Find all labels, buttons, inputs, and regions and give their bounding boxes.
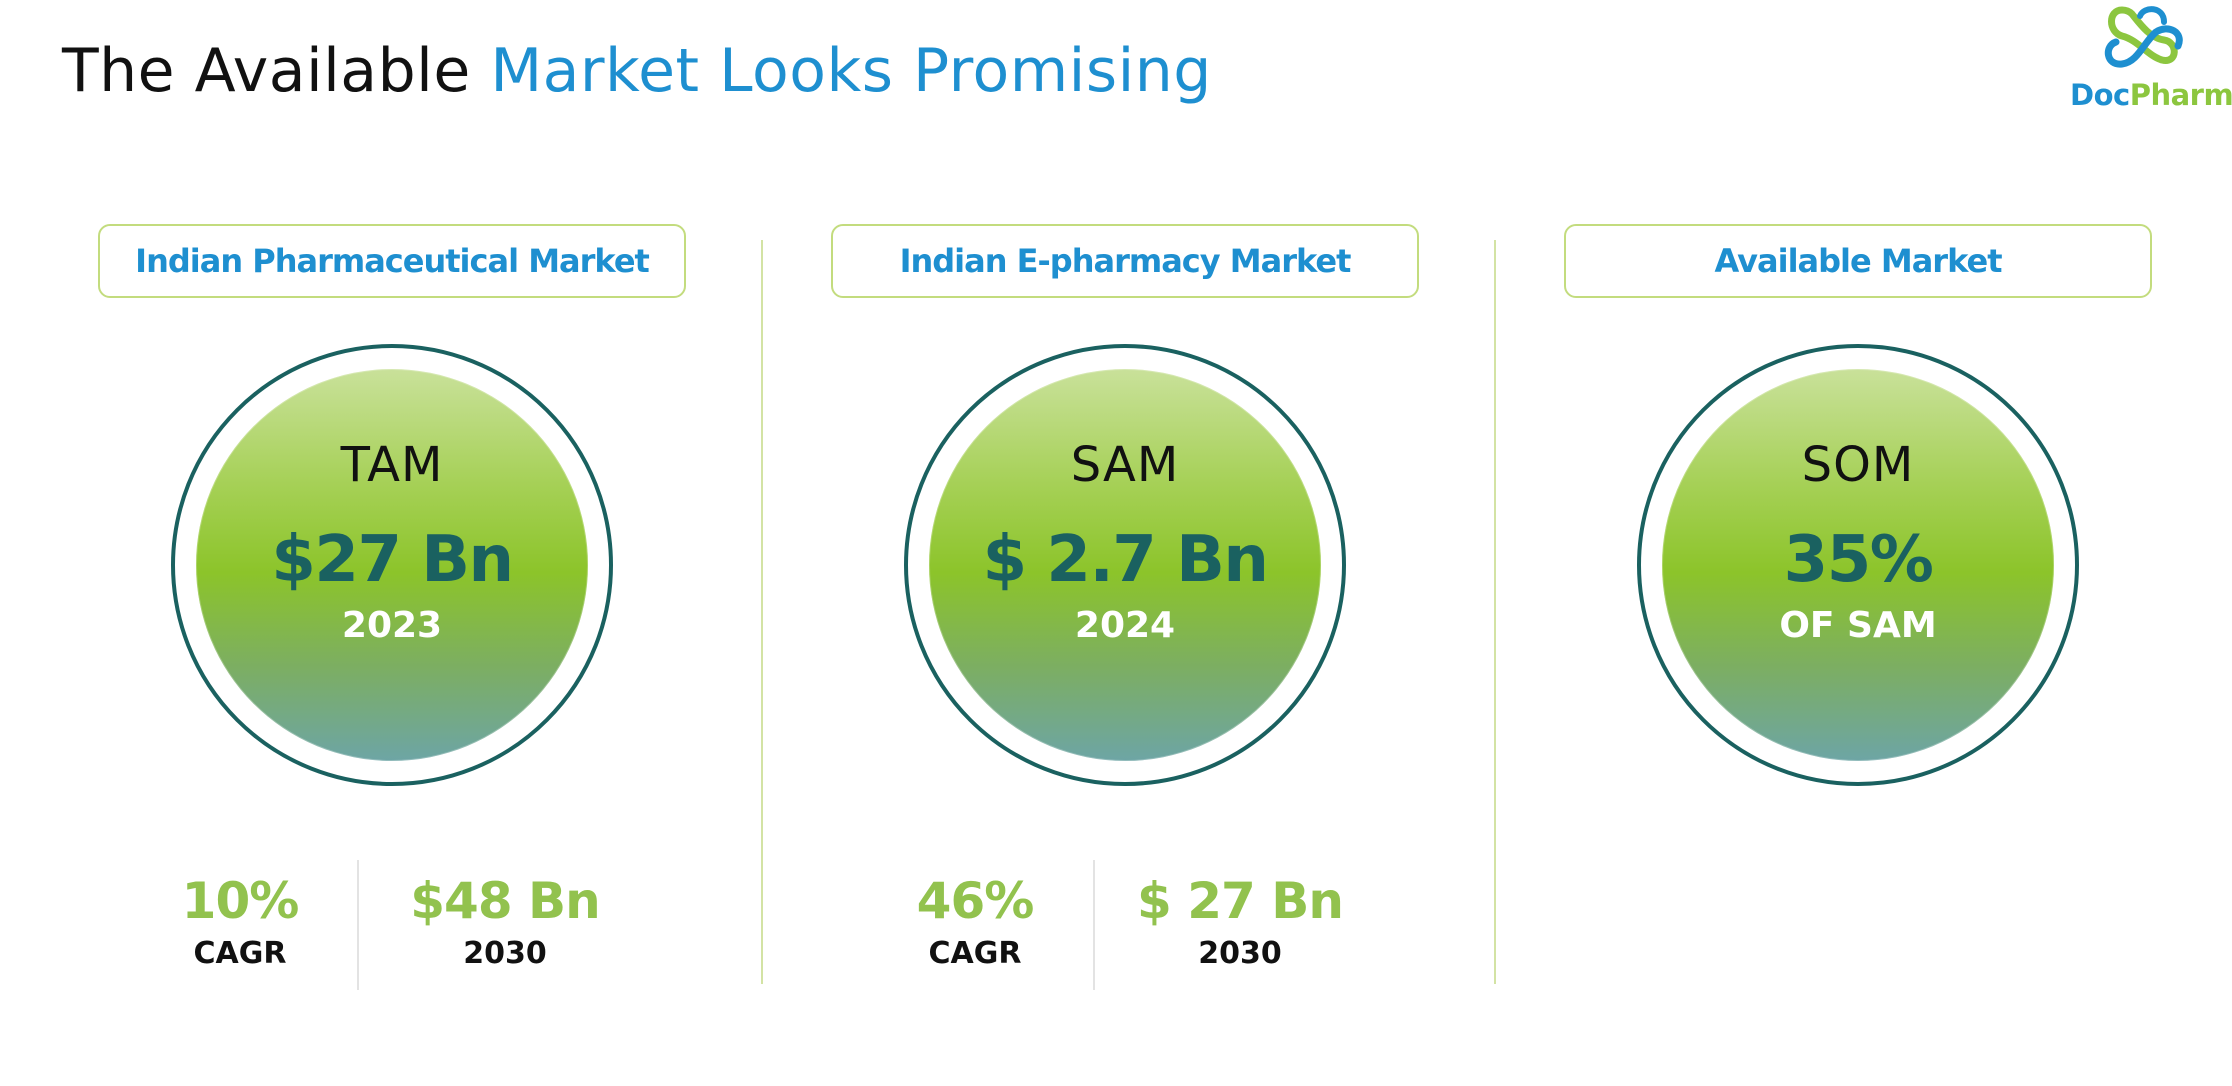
sam-disc: SAM $ 2.7 Bn 2024 (929, 369, 1321, 761)
tam-2030-label: 2030 (463, 936, 547, 971)
sam-year: 2024 (1074, 605, 1176, 646)
tam-stat-divider (357, 860, 359, 990)
logo-text: DocPharma (2070, 78, 2232, 112)
tam-cagr-label: CAGR (193, 936, 287, 971)
som-sub: OF SAM (1779, 605, 1937, 646)
panel-divider-2 (1494, 240, 1496, 984)
docpharma-logo: DocPharma (2060, 2, 2232, 118)
sam-value: $ 2.7 Bn (982, 523, 1269, 597)
sam-label: SAM (1070, 437, 1180, 493)
logo-text-pharma: Pharma (2129, 78, 2232, 112)
tam-disc: TAM $27 Bn 2023 (196, 369, 588, 761)
som-value: 35% (1783, 523, 1934, 597)
logo-text-doc: Doc (2070, 78, 2130, 112)
tam-label: TAM (340, 437, 444, 493)
panel-header-sam: Indian E-pharmacy Market (831, 224, 1419, 298)
som-circle: SOM 35% OF SAM (1637, 344, 2079, 786)
tam-cagr-value: 10% (181, 872, 300, 930)
tam-value: $27 Bn (271, 523, 514, 597)
som-disc: SOM 35% OF SAM (1662, 369, 2054, 761)
panel-header-som: Available Market (1564, 224, 2152, 298)
som-label: SOM (1801, 437, 1915, 493)
panel-header-tam: Indian Pharmaceutical Market (98, 224, 686, 298)
sam-cagr-label: CAGR (928, 936, 1022, 971)
sam-cagr-value: 46% (916, 872, 1035, 930)
sam-stat-divider (1093, 860, 1095, 990)
page-title: The Available Market Looks Promising (62, 36, 1212, 106)
title-part-1: The Available (62, 36, 491, 106)
sam-circle: SAM $ 2.7 Bn 2024 (904, 344, 1346, 786)
title-part-2: Market Looks Promising (490, 36, 1212, 106)
sam-2030-label: 2030 (1198, 936, 1282, 971)
tam-circle: TAM $27 Bn 2023 (171, 344, 613, 786)
cross-swirl-icon (2104, 6, 2183, 68)
panel-divider-1 (761, 240, 763, 984)
tam-year: 2023 (341, 605, 443, 646)
sam-2030-value: $ 27 Bn (1137, 872, 1344, 930)
tam-2030-value: $48 Bn (410, 872, 600, 930)
